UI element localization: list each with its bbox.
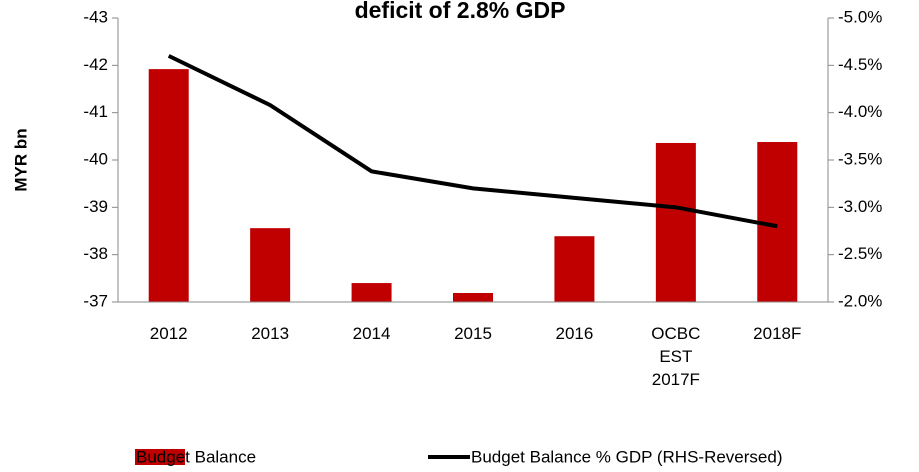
bar — [453, 293, 493, 302]
y-tick-label: -41 — [83, 102, 108, 121]
x-tick-label: 2014 — [352, 324, 391, 343]
x-tick-label: 2012 — [149, 324, 188, 343]
y2-tick-label: -2.5% — [838, 244, 882, 263]
y-axis-label: MYR bn — [11, 128, 30, 191]
legend-label: Budget Balance — [136, 447, 256, 466]
x-tick-label: 2013 — [251, 324, 290, 343]
y-tick-label: -39 — [83, 197, 108, 216]
y2-tick-label: -5.0% — [838, 7, 882, 26]
y2-tick-label: -4.5% — [838, 55, 882, 74]
bar — [655, 142, 696, 302]
y-tick-label: -37 — [83, 291, 108, 310]
x-tick-label: 2015 — [454, 324, 492, 343]
y2-tick-label: -4.0% — [838, 102, 882, 121]
y-tick-label: -40 — [83, 149, 108, 168]
y-tick-label: -38 — [83, 244, 108, 263]
legend-swatch — [135, 449, 185, 465]
x-tick-label: OCBC EST 2017F — [651, 324, 701, 389]
line — [167, 54, 778, 229]
y-tick-label: -43 — [83, 7, 108, 26]
x-tick-label: 2016 — [555, 324, 594, 343]
y-tick-label: -42 — [83, 55, 108, 74]
legend-label: Budget Balance % GDP (RHS-Reversed) — [471, 447, 783, 466]
bar — [148, 69, 189, 303]
y2-tick-label: -3.5% — [838, 149, 882, 168]
bar — [351, 283, 392, 302]
x-tick-label: 2018F — [753, 324, 802, 343]
bar — [250, 228, 291, 302]
y2-tick-label: -2.0% — [838, 291, 882, 310]
y2-tick-label: -3.0% — [838, 197, 882, 216]
bar — [554, 236, 595, 302]
chart-title: deficit of 2.8% GDP — [355, 0, 566, 23]
